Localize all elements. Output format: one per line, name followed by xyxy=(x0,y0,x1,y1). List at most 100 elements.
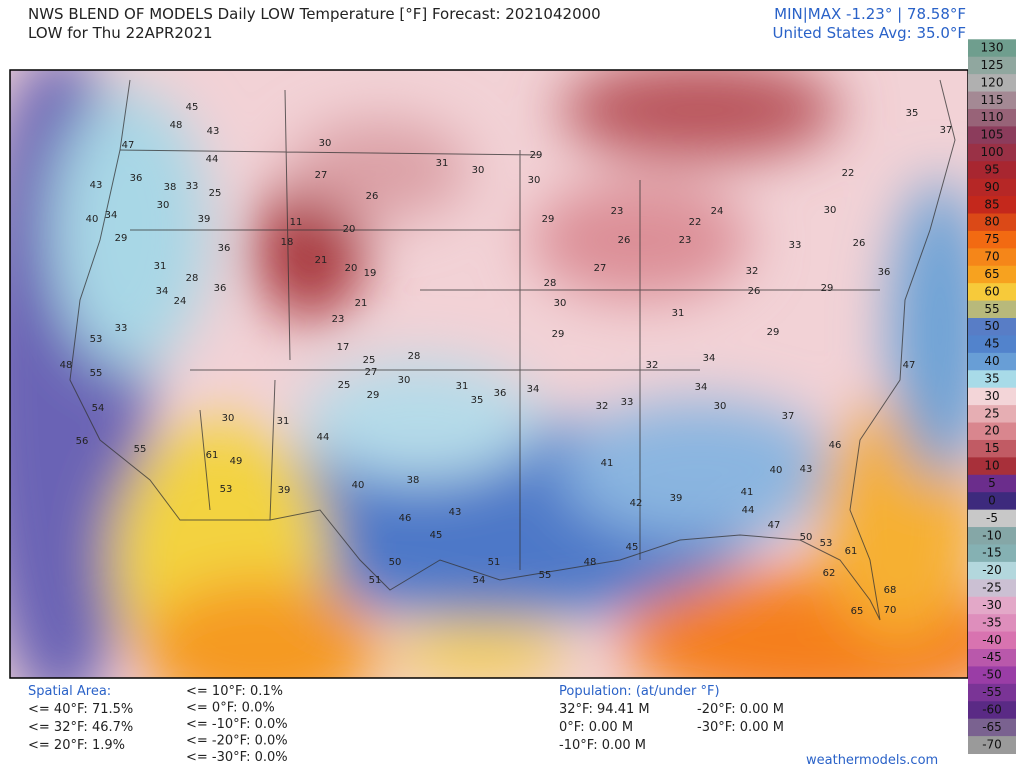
colorbar-label: 30 xyxy=(984,389,999,403)
station-value: 34 xyxy=(156,286,169,297)
station-value: 46 xyxy=(399,513,412,524)
station-value: 39 xyxy=(278,485,291,496)
brand: weathermodels.com xyxy=(806,753,938,768)
station-value: 33 xyxy=(621,397,634,408)
station-value: 41 xyxy=(741,487,754,498)
station-value: 29 xyxy=(367,390,380,401)
stat-line: <= -20°F: 0.0% xyxy=(186,734,288,749)
station-value: 31 xyxy=(277,416,290,427)
colorbar-label: 65 xyxy=(984,267,999,281)
station-value: 45 xyxy=(186,102,199,113)
station-value: 31 xyxy=(436,158,449,169)
colorbar-band xyxy=(968,196,1016,214)
colorbar-band xyxy=(968,74,1016,93)
colorbar-band xyxy=(968,318,1016,336)
station-value: 34 xyxy=(527,384,540,395)
station-value: 65 xyxy=(851,606,864,617)
station-value: 26 xyxy=(748,286,761,297)
stat-line: -20°F: 0.00 M xyxy=(697,702,784,717)
station-value: 39 xyxy=(198,214,211,225)
station-value: 23 xyxy=(332,314,345,325)
stat-line: <= 0°F: 0.0% xyxy=(186,701,275,716)
colorbar-label: -70 xyxy=(982,737,1002,751)
colorbar-label: 60 xyxy=(984,284,999,298)
station-value: 47 xyxy=(122,140,135,151)
station-value: 56 xyxy=(76,436,89,447)
colorbar-label: -35 xyxy=(982,615,1002,629)
colorbar-band xyxy=(968,126,1016,145)
colorbar-band xyxy=(968,56,1016,75)
colorbar-label: 40 xyxy=(984,354,999,368)
colorbar-label: 5 xyxy=(988,476,996,490)
colorbar-label: -25 xyxy=(982,581,1002,595)
colorbar-label: -40 xyxy=(982,633,1002,647)
station-value: 29 xyxy=(821,283,834,294)
colorbar-band xyxy=(968,736,1016,755)
station-value: 30 xyxy=(472,165,485,176)
station-value: 38 xyxy=(407,475,420,486)
station-value: 27 xyxy=(315,170,328,181)
station-value: 48 xyxy=(170,120,183,131)
station-value: 29 xyxy=(115,233,128,244)
colorbar-label: -65 xyxy=(982,720,1002,734)
station-value: 11 xyxy=(290,217,303,228)
colorbar-label: -45 xyxy=(982,650,1002,664)
subtitle: LOW for Thu 22APR2021 xyxy=(28,24,213,42)
colorbar-label: 20 xyxy=(984,424,999,438)
station-value: 36 xyxy=(214,283,227,294)
colorbar-label: 115 xyxy=(981,93,1004,107)
colorbar-label: 125 xyxy=(981,58,1004,72)
station-value: 54 xyxy=(473,575,486,586)
us-outline xyxy=(69,79,956,621)
station-value: 46 xyxy=(829,440,842,451)
colorbar-label: -20 xyxy=(982,563,1002,577)
colorbar-label: 0 xyxy=(988,493,996,507)
stat-line: 0°F: 0.00 M xyxy=(559,720,633,735)
station-value: 48 xyxy=(584,557,597,568)
colorbar-label: 75 xyxy=(984,232,999,246)
colorbar-band xyxy=(968,457,1016,476)
station-value: 27 xyxy=(594,263,607,274)
station-value: 25 xyxy=(209,188,222,199)
station-value: 35 xyxy=(471,395,484,406)
station-value: 30 xyxy=(714,401,727,412)
station-value: 32 xyxy=(596,401,609,412)
station-value: 27 xyxy=(365,367,378,378)
stat-line: <= 20°F: 1.9% xyxy=(28,738,125,753)
station-value: 28 xyxy=(186,273,199,284)
station-value: 39 xyxy=(670,493,683,504)
station-value: 26 xyxy=(853,238,866,249)
colorbar-band xyxy=(968,596,1016,615)
colorbar-band xyxy=(968,39,1016,58)
colorbar-label: 55 xyxy=(984,302,999,316)
station-value: 29 xyxy=(767,327,780,338)
station-value: 30 xyxy=(554,298,567,309)
colorbar-label: -30 xyxy=(982,598,1002,612)
station-value: 44 xyxy=(742,505,755,516)
colorbar-label: 100 xyxy=(981,145,1004,159)
stat-line: -30°F: 0.00 M xyxy=(697,720,784,735)
colorbar-label: 50 xyxy=(984,319,999,333)
station-value: 43 xyxy=(207,126,220,137)
station-value: 36 xyxy=(494,388,507,399)
station-value: 51 xyxy=(488,557,501,568)
station-value: 55 xyxy=(90,368,103,379)
colorbar-band xyxy=(968,387,1016,406)
station-value: 32 xyxy=(746,266,759,277)
station-value: 41 xyxy=(601,458,614,469)
station-value: 30 xyxy=(824,205,837,216)
station-value: 23 xyxy=(611,206,624,217)
colorbar-label: 90 xyxy=(984,180,999,194)
colorbar-band xyxy=(968,248,1016,267)
station-value: 36 xyxy=(878,267,891,278)
spatial-heading: Spatial Area: xyxy=(28,684,111,699)
station-value: 34 xyxy=(695,382,708,393)
colorbar-label: 10 xyxy=(984,459,999,473)
station-value: 47 xyxy=(768,520,781,531)
stat-line: <= 32°F: 46.7% xyxy=(28,720,133,735)
station-value: 24 xyxy=(174,296,187,307)
colorbar-band xyxy=(968,265,1016,284)
station-value: 17 xyxy=(337,342,350,353)
station-value: 30 xyxy=(528,175,541,186)
